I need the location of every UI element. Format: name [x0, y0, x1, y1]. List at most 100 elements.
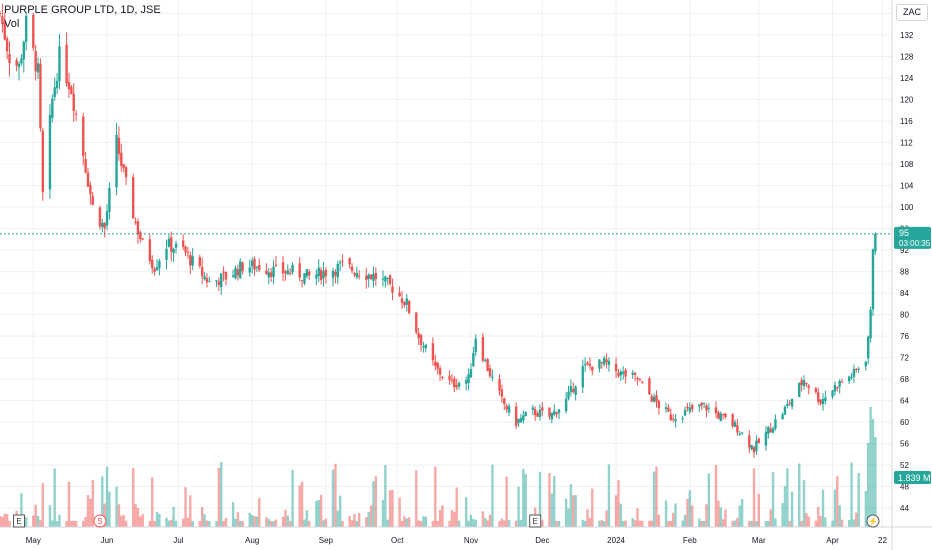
- candle-body: [74, 113, 78, 115]
- candle-body: [141, 238, 144, 240]
- time-tick-label: Oct: [391, 536, 404, 545]
- candle-body: [607, 360, 611, 366]
- volume-bar: [548, 473, 551, 527]
- volume-bar: [250, 514, 254, 527]
- candle-body: [769, 428, 772, 433]
- price-tick-label: 124: [900, 74, 914, 83]
- volume-bar: [365, 517, 368, 527]
- volume-bar: [220, 461, 223, 527]
- price-tick-label: 116: [900, 117, 913, 126]
- earnings-marker[interactable]: E: [529, 514, 542, 528]
- currency-selector[interactable]: ZAC: [896, 4, 928, 21]
- candle-body: [407, 300, 411, 313]
- volume-bar: [814, 520, 818, 527]
- volume-bar: [721, 519, 725, 527]
- volume-bar: [441, 505, 444, 527]
- volume-bar: [824, 517, 827, 527]
- volume-bar: [172, 506, 175, 527]
- volume-bar: [852, 519, 856, 527]
- volume-bar: [641, 520, 644, 527]
- volume-bar: [719, 507, 722, 527]
- candle-body: [553, 410, 556, 415]
- time-axis[interactable]: May Jun Jul Aug Sep Oct Nov Dec 2024 Feb Mar Apr 22: [0, 526, 932, 545]
- volume-bar: [415, 470, 418, 527]
- volume-bar: [555, 520, 558, 527]
- volume-bar: [407, 517, 411, 527]
- volume-badge: [894, 471, 931, 484]
- volume-bar: [740, 499, 744, 527]
- news-marker[interactable]: ⚡: [866, 514, 880, 528]
- candle-body: [664, 407, 668, 410]
- volume-bar: [681, 520, 684, 527]
- price-tick-label: 76: [900, 332, 909, 341]
- volume-bar: [241, 520, 244, 527]
- volume-bar: [667, 520, 670, 527]
- volume-bar: [265, 517, 268, 527]
- candle-body: [450, 379, 454, 381]
- volume-bar: [522, 468, 525, 527]
- earnings-marker[interactable]: E: [13, 514, 26, 528]
- price-axis[interactable]: 4448525660646872768084889296100104108112…: [891, 0, 914, 550]
- volume-bar: [586, 509, 589, 527]
- candle-body: [51, 98, 54, 119]
- candle-body: [24, 15, 28, 42]
- split-marker[interactable]: S: [93, 514, 107, 528]
- price-tick-label: 44: [900, 504, 909, 513]
- volume-bar: [505, 476, 508, 527]
- volume-bar: [34, 504, 37, 527]
- candle-body: [431, 343, 435, 361]
- volume-bar: [74, 520, 78, 527]
- candle-body: [824, 397, 827, 402]
- volume-bar: [836, 476, 839, 527]
- volume-bar: [802, 480, 806, 527]
- candle-body: [667, 407, 670, 412]
- candle-body: [198, 257, 202, 267]
- candle-body: [258, 264, 261, 271]
- candle-body: [315, 274, 318, 279]
- volume-bar: [208, 521, 211, 527]
- candle-body: [101, 222, 104, 227]
- candle-body: [731, 414, 734, 427]
- volume-bar: [215, 520, 218, 527]
- candle-body: [205, 278, 209, 283]
- candle-body: [505, 405, 508, 410]
- chart-title[interactable]: PURPLE GROUP LTD, 1D, JSE: [4, 4, 161, 16]
- candle-body: [388, 275, 392, 284]
- price-tick-label: 56: [900, 440, 909, 449]
- time-tick-label: Aug: [245, 536, 259, 545]
- volume-bar: [205, 520, 209, 527]
- candle-body: [619, 371, 623, 376]
- volume-bar: [636, 508, 639, 527]
- volume-bar: [581, 519, 584, 527]
- candle-body: [1, 16, 4, 25]
- volume-bar: [624, 520, 627, 527]
- candle-body: [139, 232, 142, 240]
- candle-body: [541, 407, 544, 411]
- candle-body: [417, 333, 420, 338]
- volume-bar: [398, 497, 401, 527]
- candle-body: [84, 159, 87, 173]
- volume-bar: [24, 517, 28, 527]
- volume-bar: [519, 519, 523, 527]
- marker-label: ⚡: [868, 516, 878, 526]
- volume-bar: [167, 520, 171, 527]
- volume-bar: [367, 512, 370, 527]
- candle-body: [82, 116, 85, 156]
- candle-body: [555, 412, 558, 415]
- volume-bar: [700, 520, 703, 527]
- volume-bar: [538, 471, 542, 527]
- volume-indicator-label[interactable]: Vol: [4, 18, 20, 30]
- candle-body: [241, 262, 244, 272]
- volume-bar: [55, 520, 59, 527]
- volume-bar: [170, 519, 173, 527]
- candle-body: [850, 377, 853, 379]
- candle-body: [36, 63, 40, 73]
- event-markers[interactable]: E S E ⚡: [13, 514, 880, 528]
- volume-bar: [86, 495, 90, 527]
- candle-body: [721, 413, 725, 415]
- candle-body: [648, 378, 651, 395]
- volume-bar: [288, 521, 292, 527]
- candle-body: [588, 364, 592, 367]
- volume-bar: [847, 519, 851, 527]
